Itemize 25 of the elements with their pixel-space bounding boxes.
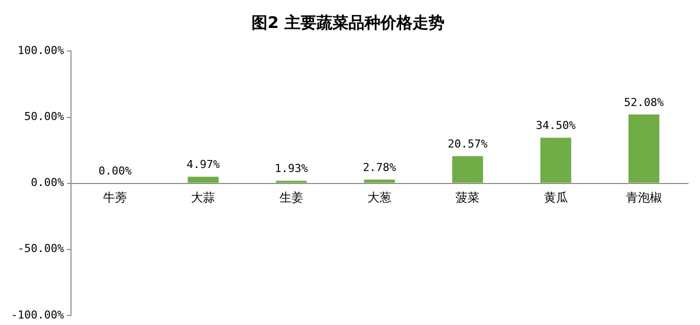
chart-title: 图2 主要蔬菜品种价格走势 [252, 12, 444, 32]
x-tick-label: 大葱 [367, 190, 392, 205]
data-label: 34.50% [536, 119, 576, 132]
data-label: 0.00% [98, 164, 132, 178]
x-tick-label: 青泡椒 [626, 190, 662, 205]
data-label: 20.57% [448, 137, 488, 150]
x-tick-label: 大蒜 [191, 190, 216, 205]
data-label: 1.93% [274, 162, 308, 176]
data-label: 4.97% [186, 158, 220, 172]
bar [540, 138, 572, 183]
bar [188, 176, 219, 183]
y-tick-label: 100.00% [18, 44, 64, 58]
x-tick-label: 菠菜 [456, 190, 480, 205]
x-tick-label: 生姜 [279, 190, 304, 205]
x-tick-label: 牛蒡 [103, 190, 128, 205]
bar [628, 114, 660, 183]
x-tick-label: 黄瓜 [544, 190, 568, 205]
data-label: 2.78% [362, 160, 396, 174]
y-tick-label: 0.00% [30, 176, 64, 190]
bar [364, 180, 395, 183]
y-tick-label: -100.00% [10, 308, 64, 322]
data-label: 52.08% [624, 96, 664, 109]
bar [452, 156, 484, 183]
y-tick-label: -50.00% [18, 242, 64, 256]
y-tick-label: 50.00% [24, 110, 64, 124]
